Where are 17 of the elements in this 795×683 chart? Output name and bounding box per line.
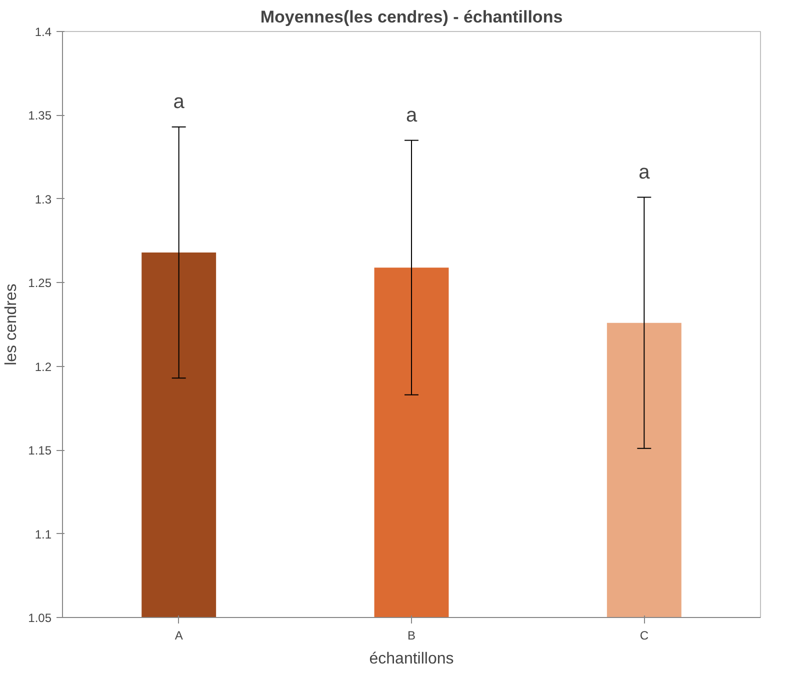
y-tick-label: 1.15 [28, 444, 52, 458]
x-tick-label: B [408, 628, 416, 642]
x-tick-label: C [640, 628, 649, 642]
y-tick-label: 1.1 [34, 527, 52, 542]
annotation: a [406, 104, 418, 126]
y-tick-label: 1.05 [28, 611, 52, 625]
chart-title: Moyennes(les cendres) - échantillons [260, 8, 563, 26]
y-tick-label: 1.4 [34, 25, 52, 39]
x-tick-label: A [174, 628, 183, 642]
y-tick-label: 1.3 [34, 192, 52, 206]
y-tick-label: 1.25 [28, 276, 52, 290]
y-tick-label: 1.35 [28, 108, 52, 123]
y-tick-label: 1.2 [34, 360, 52, 374]
y-axis-title: les cendres [3, 284, 20, 366]
annotation: a [638, 161, 651, 184]
x-axis-title: échantillons [369, 650, 454, 668]
annotation: a [173, 90, 186, 113]
